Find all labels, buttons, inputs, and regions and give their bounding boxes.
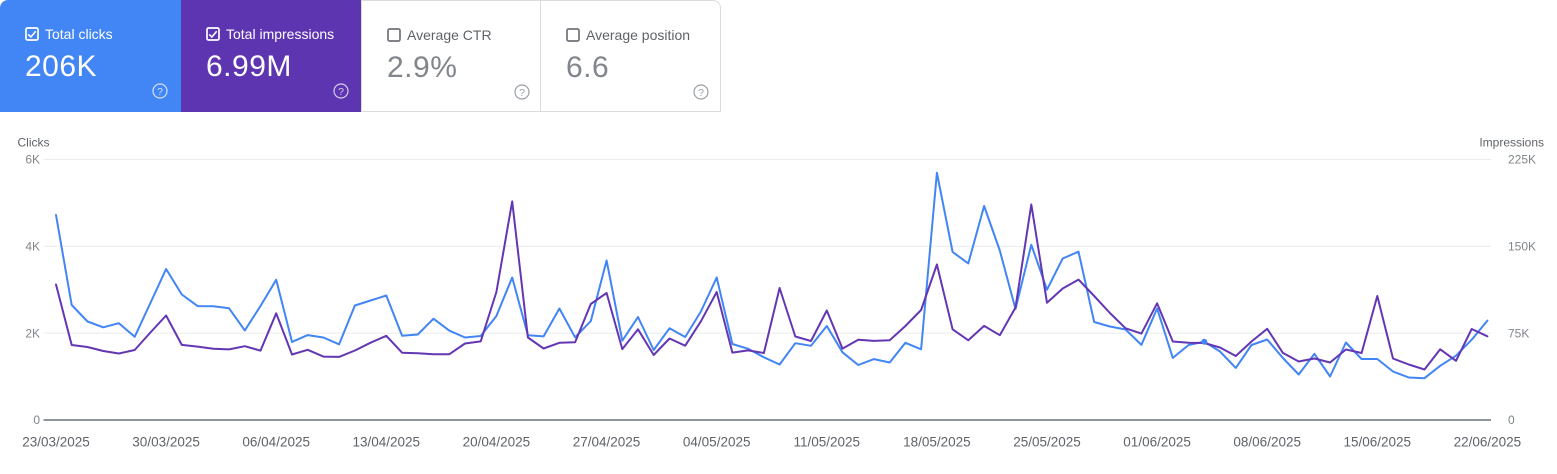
svg-text:225K: 225K	[1508, 153, 1536, 167]
svg-text:75K: 75K	[1508, 326, 1529, 340]
svg-text:Impressions: Impressions	[1479, 136, 1544, 150]
svg-text:22/06/2025: 22/06/2025	[1454, 435, 1522, 450]
svg-text:30/03/2025: 30/03/2025	[132, 435, 200, 450]
svg-text:27/04/2025: 27/04/2025	[573, 435, 641, 450]
svg-text:04/05/2025: 04/05/2025	[683, 435, 751, 450]
svg-text:06/04/2025: 06/04/2025	[242, 435, 310, 450]
svg-text:4K: 4K	[25, 240, 40, 254]
svg-text:?: ?	[519, 87, 525, 99]
svg-text:0: 0	[1508, 413, 1515, 427]
svg-text:23/03/2025: 23/03/2025	[22, 435, 90, 450]
svg-text:150K: 150K	[1508, 240, 1536, 254]
svg-text:2K: 2K	[25, 326, 40, 340]
svg-text:11/05/2025: 11/05/2025	[794, 435, 861, 450]
svg-text:08/06/2025: 08/06/2025	[1233, 435, 1301, 450]
svg-text:Clicks: Clicks	[18, 136, 50, 150]
svg-text:01/06/2025: 01/06/2025	[1123, 435, 1191, 450]
svg-text:?: ?	[698, 87, 704, 99]
svg-text:20/04/2025: 20/04/2025	[463, 435, 531, 450]
svg-text:25/05/2025: 25/05/2025	[1013, 435, 1081, 450]
svg-text:6K: 6K	[25, 153, 40, 167]
svg-text:15/06/2025: 15/06/2025	[1344, 435, 1412, 450]
svg-text:13/04/2025: 13/04/2025	[353, 435, 421, 450]
svg-text:0: 0	[33, 413, 40, 427]
svg-text:?: ?	[338, 86, 344, 98]
svg-text:18/05/2025: 18/05/2025	[903, 435, 971, 450]
svg-text:?: ?	[157, 86, 163, 98]
